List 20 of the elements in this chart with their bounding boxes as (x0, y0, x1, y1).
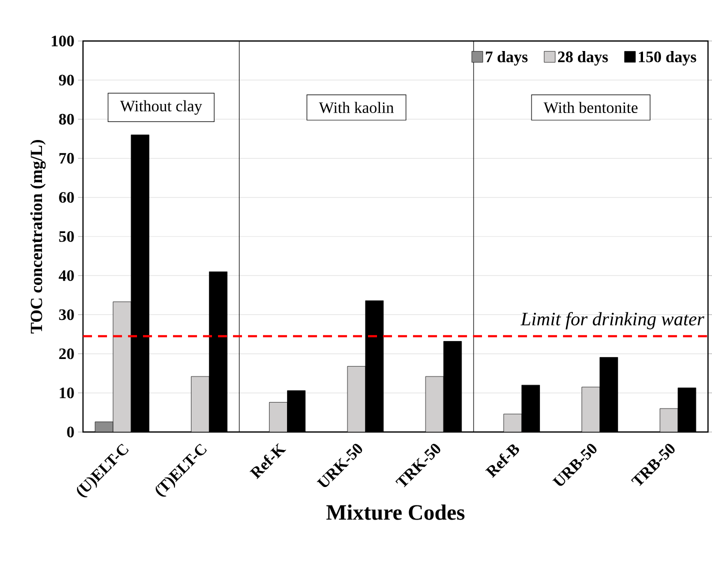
legend-label: 150 days (638, 51, 696, 66)
y-tick-label: 10 (60, 388, 74, 398)
y-tick-label: 100 (52, 36, 74, 46)
x-axis-title: Mixture Codes (326, 504, 464, 520)
y-tick-label: 30 (59, 309, 74, 320)
y-tick-label: 0 (67, 426, 74, 438)
ref-line-label: Limit for drinking water (520, 312, 704, 330)
y-tick-label: 90 (58, 74, 74, 86)
y-tick-label: 20 (59, 348, 74, 360)
y-tick-label: 80 (59, 114, 74, 125)
legend-label: 28 days (558, 51, 608, 66)
annotation: Without clay (120, 100, 202, 115)
y-tick-label: 40 (58, 270, 74, 281)
annotation: With kaolin (318, 102, 394, 114)
y-tick-label: 60 (59, 192, 74, 203)
y-axis-title: TOC concentration (mg/L) (30, 140, 46, 334)
annotation: With bentonite (544, 102, 638, 114)
legend-label: 7 days (486, 51, 528, 66)
y-tick-label: 70 (59, 152, 74, 164)
y-tick-label: 50 (59, 231, 74, 242)
